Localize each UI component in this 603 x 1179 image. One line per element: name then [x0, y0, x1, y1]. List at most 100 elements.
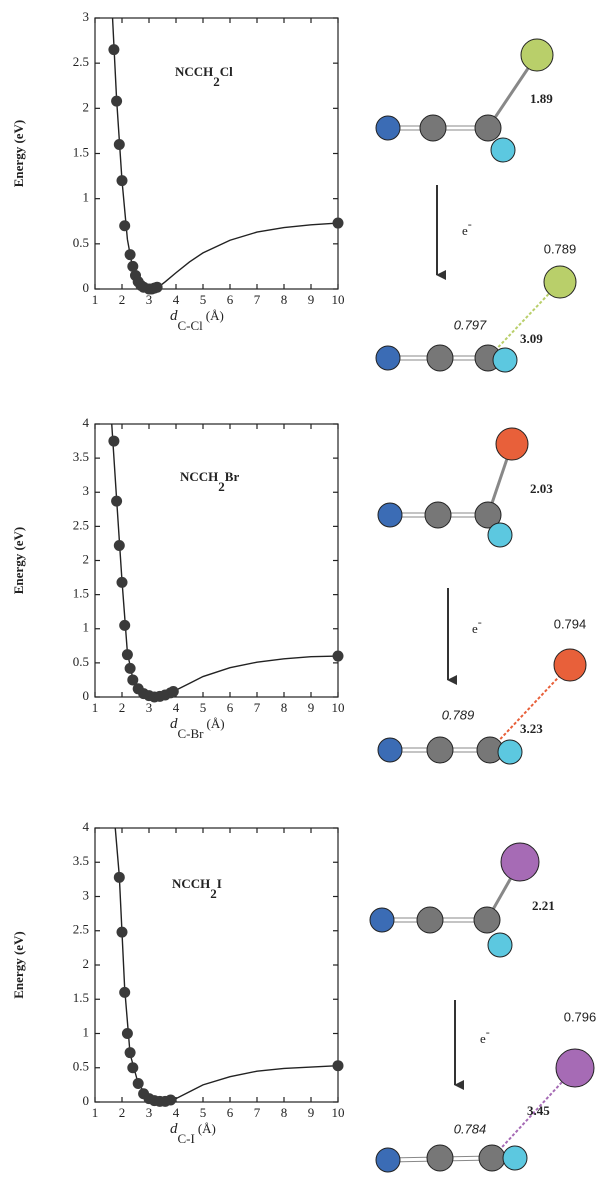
- atom-h: [487, 522, 513, 548]
- y-tick-label: 1: [83, 620, 90, 635]
- halogen-charge: 0.796: [564, 1009, 597, 1024]
- title-suffix: Br: [225, 469, 240, 484]
- atom-h: [487, 932, 513, 958]
- x-label-subscript: C-Br: [178, 726, 205, 741]
- x-axis-label: dC-Cl(Å): [170, 308, 224, 333]
- x-label-subscript: C-I: [178, 1131, 195, 1146]
- x-axis-label: dC-I(Å): [170, 1121, 216, 1146]
- electron-symbol: e: [472, 621, 478, 636]
- bond: [491, 1067, 576, 1159]
- atom-h: [497, 739, 523, 765]
- atom-c: [478, 1144, 506, 1172]
- data-point: [119, 220, 131, 232]
- x-label-symbol: d: [170, 308, 178, 324]
- x-label-unit: (Å): [207, 716, 225, 731]
- bond-length: 3.23: [520, 721, 543, 736]
- x-tick-label: 7: [254, 700, 261, 715]
- x-tick-label: 8: [281, 292, 288, 307]
- x-label-subscript: C-Cl: [178, 318, 204, 333]
- carbon-charge: 0.784: [454, 1121, 487, 1136]
- x-tick-label: 2: [119, 292, 126, 307]
- electron-symbol: e: [462, 223, 468, 238]
- y-tick-label: 2.5: [73, 54, 89, 69]
- y-tick-label: 1: [83, 190, 90, 205]
- data-point: [121, 1028, 133, 1039]
- title-subscript: 2: [213, 74, 220, 89]
- data-point: [113, 871, 125, 883]
- x-tick-label: 4: [173, 700, 180, 715]
- title-main: NCCH: [172, 876, 210, 891]
- y-tick-label: 1.5: [73, 586, 89, 601]
- y-tick-label: 0: [83, 280, 90, 295]
- y-axis-label: Energy (eV): [11, 120, 26, 188]
- data-point: [127, 674, 139, 686]
- data-point: [132, 1078, 144, 1090]
- bond-length: 2.21: [532, 898, 555, 913]
- data-point: [127, 260, 139, 272]
- y-tick-label: 3: [83, 483, 90, 498]
- y-tick-label: 0.5: [73, 1059, 89, 1074]
- data-point: [332, 217, 344, 229]
- y-tick-label: 3.5: [73, 449, 89, 464]
- data-point: [332, 1060, 344, 1072]
- atom-c: [426, 1144, 454, 1172]
- atom-c: [416, 906, 444, 934]
- data-point: [116, 175, 128, 187]
- title-main: NCCH: [175, 64, 213, 79]
- halogen-charge: 0.789: [544, 241, 577, 256]
- y-tick-label: 1.5: [73, 990, 89, 1005]
- title-suffix: Cl: [220, 64, 233, 79]
- fit-curve: [114, 828, 338, 1102]
- x-label-symbol: d: [170, 1121, 178, 1137]
- y-tick-label: 1.5: [73, 144, 89, 159]
- x-tick-label: 2: [119, 700, 126, 715]
- electron-label: e-: [472, 615, 482, 636]
- atom-c: [426, 736, 454, 764]
- x-tick-label: 3: [146, 292, 153, 307]
- x-tick-label: 1: [92, 292, 99, 307]
- atom-halogen: [500, 842, 540, 882]
- atom-c: [426, 344, 454, 372]
- chart-title: NCCH2Cl: [175, 64, 233, 89]
- x-tick-label: 3: [146, 1105, 153, 1120]
- atom-halogen: [553, 648, 587, 682]
- x-tick-label: 10: [332, 292, 345, 307]
- y-tick-label: 0.5: [73, 654, 89, 669]
- plot-frame: [94, 17, 339, 290]
- atom-n: [375, 1147, 401, 1173]
- y-axis-label: Energy (eV): [11, 931, 26, 999]
- x-tick-label: 5: [200, 1105, 207, 1120]
- x-label-symbol: d: [170, 716, 178, 732]
- data-point: [124, 1047, 136, 1059]
- fit-curve: [111, 424, 338, 697]
- data-point: [108, 44, 120, 56]
- bond-length: 1.89: [530, 91, 553, 106]
- data-point: [119, 619, 131, 631]
- atom-n: [375, 115, 401, 141]
- x-axis-label: dC-Br(Å): [170, 716, 225, 741]
- y-tick-label: 2: [83, 551, 90, 566]
- atom-c: [424, 501, 452, 529]
- x-tick-label: 8: [281, 700, 288, 715]
- data-point: [111, 95, 123, 107]
- electron-charge: -: [468, 217, 472, 231]
- bond-length: 2.03: [530, 481, 553, 496]
- x-tick-label: 6: [227, 292, 234, 307]
- data-point: [127, 1062, 139, 1074]
- carbon-charge: 0.789: [442, 707, 475, 722]
- electron-label: e-: [480, 1025, 490, 1046]
- y-tick-label: 2.5: [73, 922, 89, 937]
- x-tick-label: 4: [173, 292, 180, 307]
- atom-c: [474, 501, 502, 529]
- y-tick-label: 2: [83, 99, 90, 114]
- data-point: [113, 138, 125, 150]
- atom-h: [492, 347, 518, 373]
- y-tick-label: 2: [83, 956, 90, 971]
- electron-symbol: e: [480, 1031, 486, 1046]
- x-tick-label: 1: [92, 1105, 99, 1120]
- y-tick-label: 3: [83, 9, 90, 24]
- atom-h: [490, 137, 516, 163]
- atom-n: [375, 345, 401, 371]
- y-tick-label: 4: [83, 415, 90, 430]
- x-tick-label: 2: [119, 1105, 126, 1120]
